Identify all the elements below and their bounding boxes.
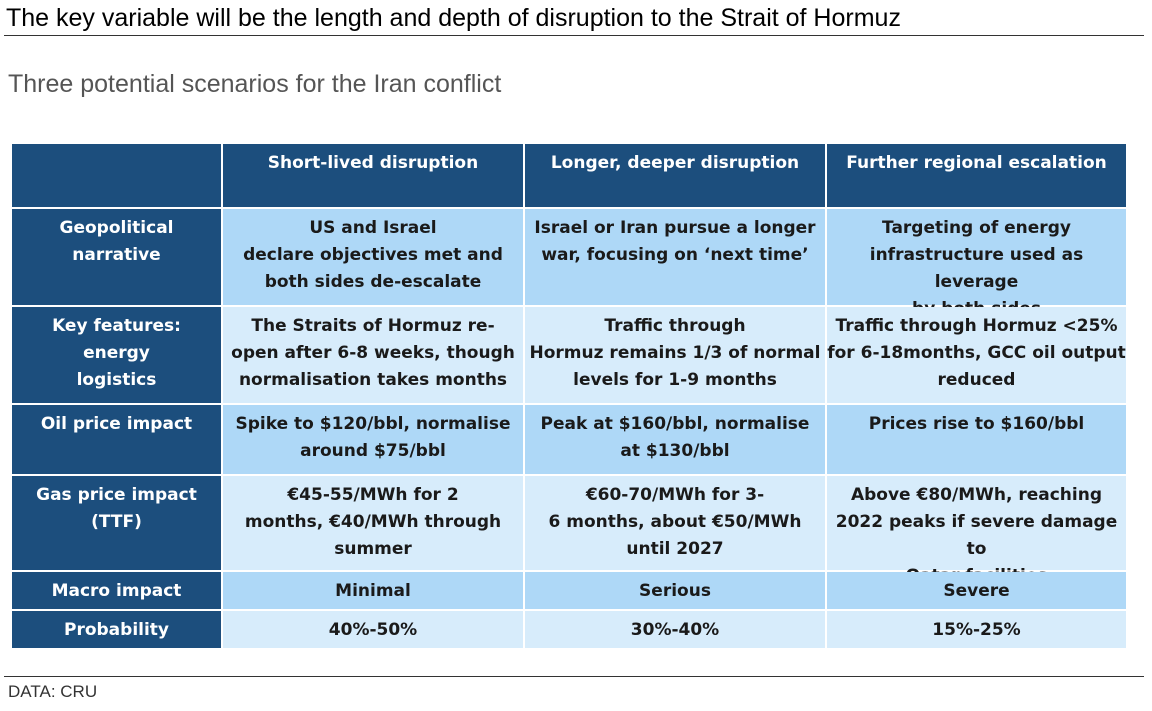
table-cell: Prices rise to $160/bbl <box>827 405 1126 474</box>
table-cell: Traffic through Hormuz <25% for 6-18mont… <box>827 307 1126 403</box>
source-note: DATA: CRU <box>8 682 98 701</box>
table-cell: Israel or Iran pursue a longer war, focu… <box>525 209 825 305</box>
headline: The key variable will be the length and … <box>6 4 901 32</box>
subtitle: Three potential scenarios for the Iran c… <box>8 70 502 98</box>
table-cell: Targeting of energy infrastructure used … <box>827 209 1126 319</box>
table-cell: US and Israel declare objectives met and… <box>223 209 523 305</box>
row-label-oil-price-impact: Oil price impact <box>12 405 221 474</box>
row-label-macro-impact: Macro impact <box>12 572 221 609</box>
table-cell: Severe <box>827 572 1126 609</box>
row-label-key-features: Key features: energy logistics <box>12 307 221 403</box>
table-cell: Serious <box>525 572 825 609</box>
table-cell: Peak at $160/bbl, normalise at $130/bbl <box>525 405 825 474</box>
column-header-escalation: Further regional escalation <box>827 144 1126 207</box>
table-cell: The Straits of Hormuz re- open after 6-8… <box>223 307 523 403</box>
top-divider <box>4 35 1144 36</box>
table-cell: Above €80/MWh, reaching 2022 peaks if se… <box>827 476 1126 586</box>
row-label-gas-price-impact: Gas price impact (TTF) <box>12 476 221 570</box>
row-label-probability: Probability <box>12 611 221 648</box>
table-cell: Traffic through Hormuz remains 1/3 of no… <box>525 307 825 403</box>
table-cell: 15%-25% <box>827 611 1126 648</box>
table-cell: 40%-50% <box>223 611 523 648</box>
column-header-longer-deeper: Longer, deeper disruption <box>525 144 825 207</box>
table-corner <box>12 144 221 207</box>
table-cell: Minimal <box>223 572 523 609</box>
scenario-table: Short-lived disruption Longer, deeper di… <box>12 144 1126 648</box>
table-cell: Spike to $120/bbl, normalise around $75/… <box>223 405 523 474</box>
table-cell: 30%-40% <box>525 611 825 648</box>
bottom-divider <box>4 676 1144 677</box>
column-header-short-lived: Short-lived disruption <box>223 144 523 207</box>
table-cell: €60-70/MWh for 3- 6 months, about €50/MW… <box>525 476 825 570</box>
row-label-geopolitical-narrative: Geopolitical narrative <box>12 209 221 305</box>
table-cell: €45-55/MWh for 2 months, €40/MWh through… <box>223 476 523 570</box>
